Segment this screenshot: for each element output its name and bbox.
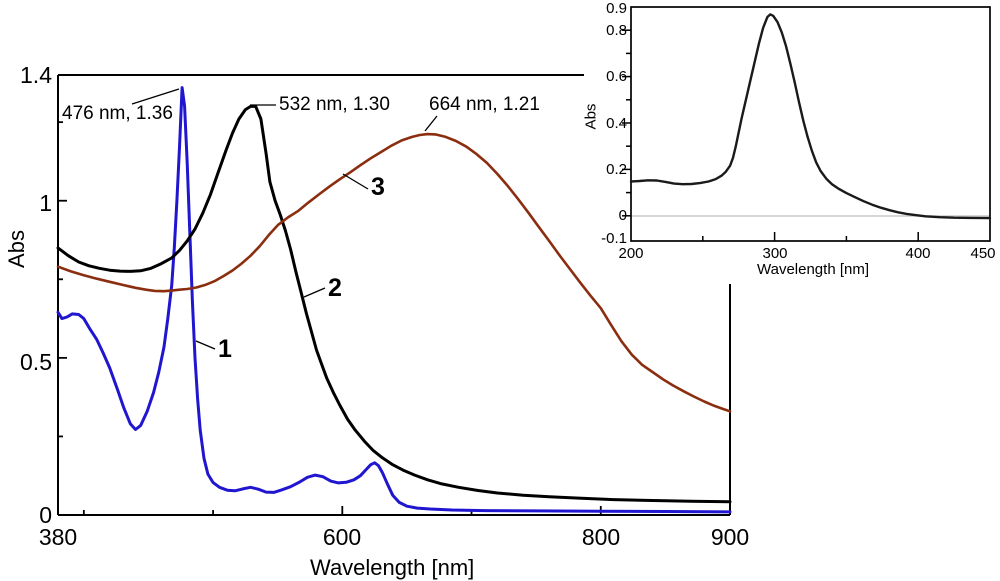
- main-ytick-1: 1: [39, 190, 52, 216]
- inset-x-axis-title: Wavelength [nm]: [757, 261, 869, 278]
- main-xtick-900: 900: [710, 524, 750, 550]
- main-curves: [56, 86, 732, 514]
- leader-line-curve-3: [342, 173, 369, 190]
- inset-ytick-0p8: 0.8: [606, 22, 627, 39]
- inset-xtick-400: 400: [905, 245, 931, 262]
- inset-ytick-m0p1: -0.1: [601, 230, 627, 247]
- annotation-532nm: 532 nm, 1.30: [279, 94, 390, 115]
- inset-ytick-0: 0: [618, 207, 627, 224]
- main-ytick-0p5: 0.5: [20, 349, 52, 375]
- curve-label-2: 2: [328, 274, 342, 302]
- annotation-664nm: 664 nm, 1.21: [429, 94, 540, 115]
- inset-axes: [630, 6, 991, 242]
- leader-line-476: [131, 88, 180, 105]
- leader-line-664: [424, 115, 438, 132]
- inset-ytick-0p9: 0.9: [606, 0, 627, 17]
- inset-y-axis-title: Abs: [582, 103, 600, 130]
- spectrum-curve-3: [56, 132, 732, 413]
- curve-label-3: 3: [371, 173, 385, 201]
- main-y-axis-title: Abs: [4, 230, 29, 268]
- annotation-leader-lines: [131, 88, 438, 350]
- main-ytick-0: 0: [39, 502, 52, 528]
- inset-ytick-0p2: 0.2: [606, 161, 627, 178]
- inset-xtick-200: 200: [618, 245, 644, 262]
- inset-tick-marks: [622, 29, 919, 241]
- main-ytick-1p4: 1.4: [20, 62, 52, 88]
- leader-line-curve-1: [195, 340, 216, 350]
- curve-label-1: 1: [218, 335, 232, 363]
- main-xtick-380: 380: [38, 524, 78, 550]
- main-x-axis-title: Wavelength [nm]: [310, 555, 475, 580]
- annotation-476nm: 476 nm, 1.36: [62, 103, 173, 124]
- spectrum-curve-2: [56, 104, 732, 504]
- main-xtick-600: 600: [322, 524, 362, 550]
- spectrum-curve-1: [56, 86, 732, 514]
- inset-xtick-300: 300: [762, 245, 788, 262]
- inset-xtick-450: 450: [970, 245, 996, 262]
- main-tick-marks: [58, 121, 602, 515]
- inset-ytick-0p4: 0.4: [606, 115, 627, 132]
- inset-curve: [629, 13, 992, 220]
- main-xtick-800: 800: [581, 524, 621, 550]
- leader-line-curve-2: [303, 287, 326, 298]
- inset-ytick-0p6: 0.6: [606, 68, 627, 85]
- spectrum-curve-inset-spectrum: [629, 13, 992, 220]
